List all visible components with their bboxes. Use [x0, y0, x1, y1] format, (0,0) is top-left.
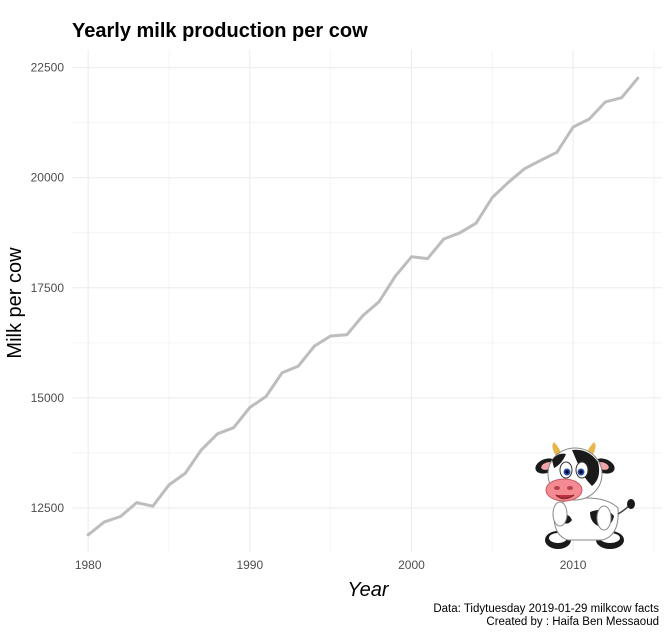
data-point	[539, 158, 543, 162]
data-point	[442, 237, 446, 241]
data-point	[167, 483, 171, 487]
data-point	[377, 300, 381, 304]
data-point	[329, 334, 333, 338]
data-point	[151, 504, 155, 508]
y-tick-label: 15000	[31, 391, 65, 405]
data-point	[587, 117, 591, 121]
data-point	[199, 448, 203, 452]
data-point	[523, 167, 527, 171]
data-point	[571, 125, 575, 129]
caption-author: Created by : Haifa Ben Messaoud	[486, 616, 659, 628]
series-layer	[86, 76, 640, 537]
data-point	[507, 180, 510, 184]
caption-source: Data: Tidytuesday 2019-01-29 milkcow fac…	[433, 603, 659, 615]
x-tick-label: 1980	[75, 558, 102, 572]
data-point	[264, 395, 268, 398]
data-point	[410, 255, 413, 259]
y-tick-label: 22500	[31, 61, 65, 75]
data-point	[393, 274, 397, 278]
chart-title: Yearly milk production per cow	[72, 20, 368, 42]
x-axis-label: Year	[347, 579, 389, 601]
y-tick-label: 17500	[31, 281, 65, 295]
data-point	[86, 533, 90, 537]
data-point	[183, 471, 187, 475]
data-point	[620, 96, 623, 100]
y-axis-label: Milk per cow	[4, 247, 26, 359]
x-tick-label: 2000	[398, 558, 425, 572]
data-point	[102, 520, 106, 524]
cow-icon	[535, 442, 635, 549]
data-point	[458, 231, 462, 235]
data-point	[119, 515, 122, 518]
y-tick-label: 20000	[31, 171, 65, 185]
data-point	[426, 257, 430, 261]
x-tick-label: 1990	[236, 558, 263, 572]
data-point	[296, 364, 300, 368]
data-point	[636, 76, 640, 80]
data-point	[490, 196, 494, 199]
data-point	[313, 344, 316, 348]
data-point	[345, 333, 349, 337]
grid	[72, 50, 662, 552]
data-point	[248, 406, 252, 409]
tick-labels: 12500 15000 17500 20000 22500 1980 1990 2000 201…	[31, 61, 587, 572]
y-tick-label: 12500	[31, 501, 65, 515]
data-point	[361, 314, 365, 317]
data-point	[216, 432, 219, 436]
data-point	[280, 371, 284, 375]
data-point	[604, 100, 607, 104]
x-tick-label: 2010	[560, 558, 587, 572]
data-point	[232, 426, 236, 430]
data-point	[474, 221, 478, 225]
data-point	[555, 150, 559, 154]
data-point	[135, 501, 139, 504]
